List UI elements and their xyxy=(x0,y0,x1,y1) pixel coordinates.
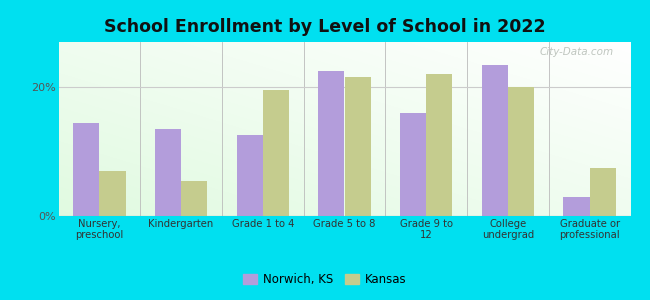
Text: City-Data.com: City-Data.com xyxy=(540,47,614,57)
Legend: Norwich, KS, Kansas: Norwich, KS, Kansas xyxy=(239,269,411,291)
Bar xyxy=(263,90,289,216)
Bar xyxy=(318,71,344,216)
Bar xyxy=(181,181,207,216)
Bar xyxy=(482,64,508,216)
Bar xyxy=(99,171,125,216)
Bar xyxy=(564,197,590,216)
Bar xyxy=(155,129,181,216)
Text: School Enrollment by Level of School in 2022: School Enrollment by Level of School in … xyxy=(104,18,546,36)
Bar xyxy=(344,77,370,216)
Bar xyxy=(237,135,263,216)
Bar xyxy=(508,87,534,216)
Bar xyxy=(400,113,426,216)
Bar xyxy=(590,168,616,216)
Bar xyxy=(426,74,452,216)
Bar xyxy=(73,123,99,216)
